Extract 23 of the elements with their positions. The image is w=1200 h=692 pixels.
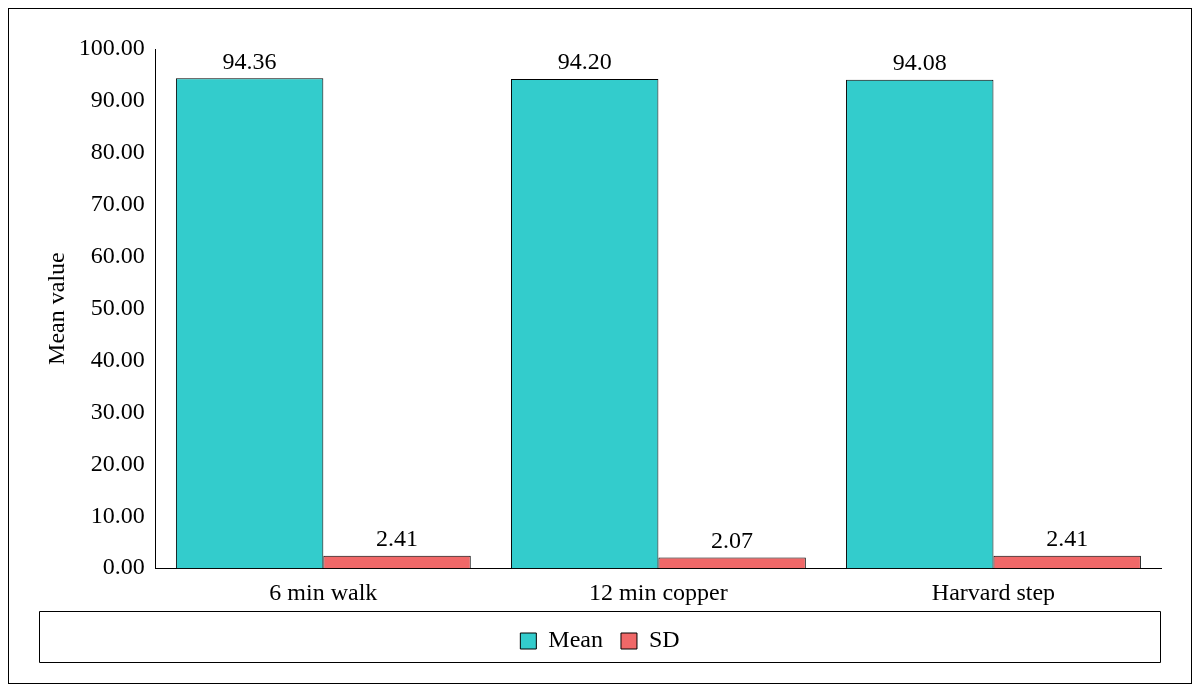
- y-tick-label: 10.00: [90, 501, 145, 528]
- y-axis-title: Mean value: [42, 252, 69, 365]
- data-label: 2.07: [711, 526, 754, 553]
- y-tick-label: 60.00: [90, 241, 145, 268]
- x-tick-label: Harvard step: [931, 578, 1056, 605]
- legend-label: Mean: [548, 626, 603, 653]
- legend-label: SD: [648, 626, 680, 653]
- data-label: 94.36: [222, 47, 277, 74]
- y-tick-label: 30.00: [90, 397, 145, 424]
- y-tick-label: 100.00: [78, 34, 145, 61]
- y-tick-label: 20.00: [90, 449, 145, 476]
- y-tick-label: 80.00: [90, 138, 145, 165]
- data-label: 2.41: [376, 524, 419, 551]
- data-label: 94.20: [557, 48, 612, 75]
- y-tick-label: 0.00: [102, 553, 145, 580]
- data-label: 94.08: [892, 49, 947, 76]
- y-tick-label: 40.00: [90, 345, 145, 372]
- y-tick-label: 70.00: [90, 190, 145, 217]
- y-tick-label: 90.00: [90, 86, 145, 113]
- y-tick-label: 50.00: [90, 293, 145, 320]
- data-label: 2.41: [1046, 524, 1089, 551]
- x-tick-label: 6 min walk: [269, 578, 378, 605]
- x-tick-label: 12 min copper: [589, 578, 728, 605]
